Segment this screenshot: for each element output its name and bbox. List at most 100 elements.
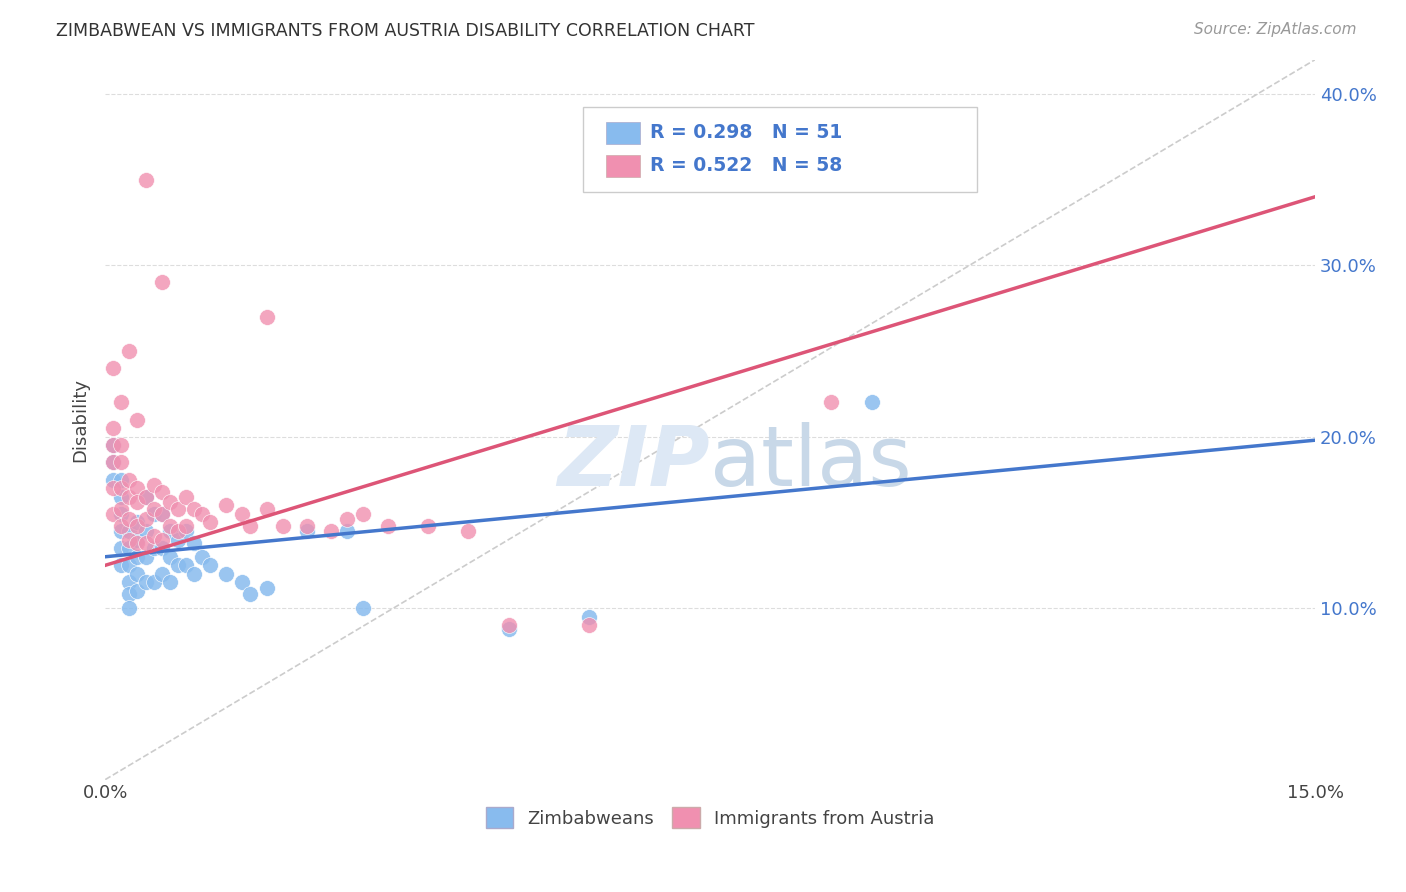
Point [498, 618, 520, 632]
Point [578, 618, 600, 632]
Point [142, 575, 165, 590]
Point [215, 566, 238, 581]
Point [127, 536, 149, 550]
Point [142, 541, 165, 556]
Point [135, 490, 157, 504]
Point [127, 481, 149, 495]
Point [150, 507, 173, 521]
Point [135, 490, 157, 504]
Point [578, 609, 600, 624]
Point [352, 507, 374, 521]
Point [215, 499, 238, 513]
Point [103, 438, 125, 452]
Point [256, 501, 278, 516]
Point [127, 516, 149, 530]
Point [191, 507, 214, 521]
Point [198, 558, 221, 573]
Point [118, 601, 141, 615]
Point [166, 501, 188, 516]
Point [159, 519, 181, 533]
Point [239, 519, 262, 533]
Text: ZIMBABWEAN VS IMMIGRANTS FROM AUSTRIA DISABILITY CORRELATION CHART: ZIMBABWEAN VS IMMIGRANTS FROM AUSTRIA DI… [56, 22, 755, 40]
Point [183, 536, 205, 550]
Point [103, 481, 125, 495]
Point [198, 516, 221, 530]
Point [118, 575, 141, 590]
Point [142, 477, 165, 491]
Point [103, 507, 125, 521]
Point [820, 395, 842, 409]
Text: atlas: atlas [710, 422, 912, 503]
Point [166, 533, 188, 547]
Point [118, 512, 141, 526]
Point [256, 581, 278, 595]
Point [336, 524, 359, 538]
Point [103, 421, 125, 435]
Point [150, 541, 173, 556]
Point [150, 276, 173, 290]
Point [174, 490, 197, 504]
Point [118, 524, 141, 538]
Point [135, 524, 157, 538]
Point [256, 310, 278, 324]
Point [191, 549, 214, 564]
Point [457, 524, 479, 538]
Point [118, 473, 141, 487]
Point [118, 490, 141, 504]
Point [110, 490, 132, 504]
Point [103, 455, 125, 469]
Point [127, 566, 149, 581]
Point [336, 512, 359, 526]
Point [127, 584, 149, 599]
Point [498, 622, 520, 636]
Point [142, 507, 165, 521]
Point [295, 524, 318, 538]
Point [118, 541, 141, 556]
Point [135, 512, 157, 526]
Point [159, 549, 181, 564]
Point [174, 519, 197, 533]
Point [150, 566, 173, 581]
Point [135, 575, 157, 590]
Point [118, 344, 141, 359]
Point [150, 507, 173, 521]
Point [110, 519, 132, 533]
Point [127, 533, 149, 547]
Point [860, 395, 883, 409]
Point [135, 536, 157, 550]
Point [110, 541, 132, 556]
Point [159, 575, 181, 590]
Point [166, 558, 188, 573]
Y-axis label: Disability: Disability [72, 377, 89, 461]
Point [183, 566, 205, 581]
Point [352, 601, 374, 615]
Point [127, 412, 149, 426]
Point [295, 519, 318, 533]
Point [118, 587, 141, 601]
Point [110, 524, 132, 538]
Point [416, 519, 439, 533]
Text: ZIP: ZIP [558, 422, 710, 503]
Text: Source: ZipAtlas.com: Source: ZipAtlas.com [1194, 22, 1357, 37]
Point [127, 495, 149, 509]
Text: R = 0.298   N = 51: R = 0.298 N = 51 [650, 123, 842, 143]
Text: R = 0.522   N = 58: R = 0.522 N = 58 [650, 156, 842, 176]
Point [127, 519, 149, 533]
Point [110, 455, 132, 469]
Point [110, 558, 132, 573]
Point [271, 519, 294, 533]
Point [103, 438, 125, 452]
Point [239, 587, 262, 601]
Point [174, 558, 197, 573]
Point [183, 501, 205, 516]
Point [174, 524, 197, 538]
Point [135, 172, 157, 186]
Point [319, 524, 342, 538]
Point [118, 558, 141, 573]
Point [150, 484, 173, 499]
Point [103, 361, 125, 376]
Point [142, 501, 165, 516]
Point [159, 495, 181, 509]
Point [110, 481, 132, 495]
Point [127, 549, 149, 564]
